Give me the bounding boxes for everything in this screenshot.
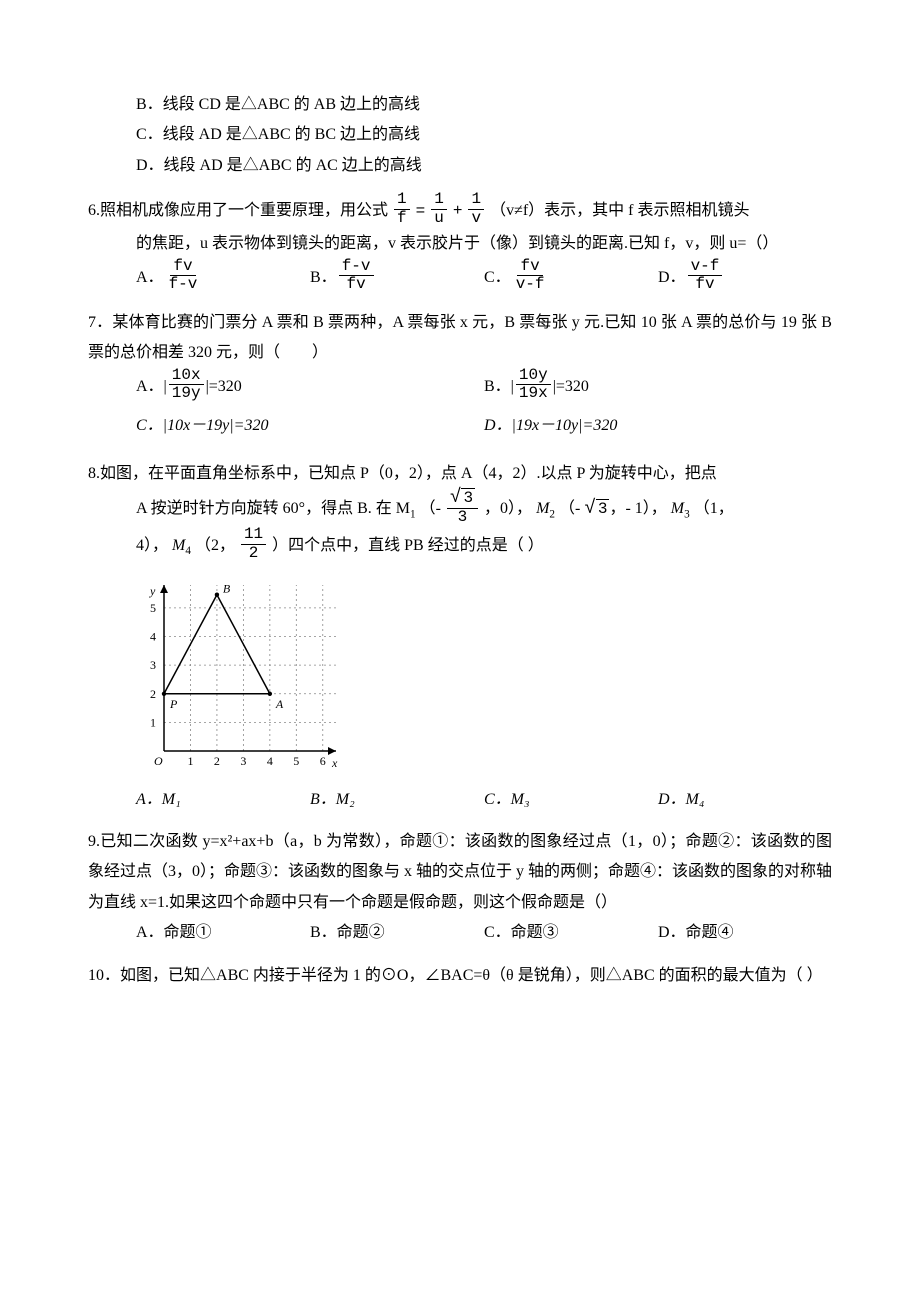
q6-stem-line2: 的焦距，u 表示物体到镜头的距离，v 表示胶片于（像）到镜头的距离.已知 f，v… bbox=[88, 229, 832, 259]
q8-opt-d: D．M₄ bbox=[658, 785, 832, 815]
q8-num: 8. bbox=[88, 465, 100, 482]
q7-opt-b: B．| 10y19x |=320 bbox=[484, 369, 832, 405]
q7-stem-wrap: 7．某体育比赛的门票分 A 票和 B 票两种，A 票每张 x 元，B 票每张 y… bbox=[88, 308, 832, 369]
svg-text:4: 4 bbox=[150, 629, 156, 643]
q9: 9.已知二次函数 y=x²+ax+b（a，b 为常数），命题①：该函数的图象经过… bbox=[88, 827, 832, 949]
q8-options: A．M₁ B．M₂ C．M₃ D．M₄ bbox=[88, 785, 832, 815]
q6-opt-d: D． v-ffv bbox=[658, 260, 832, 296]
q7-num: 7． bbox=[88, 314, 112, 331]
q8: 8.如图，在平面直角坐标系中，已知点 P（0，2），点 A（4，2）.以点 P … bbox=[88, 459, 832, 815]
svg-text:4: 4 bbox=[267, 754, 273, 768]
q6-frac-lhs: 1f bbox=[394, 191, 410, 227]
svg-text:x: x bbox=[331, 756, 338, 770]
q6: 6.照相机成像应用了一个重要原理，用公式 1f = 1u + 1v （v≠f）表… bbox=[88, 193, 832, 296]
svg-text:A: A bbox=[275, 696, 284, 710]
svg-text:5: 5 bbox=[150, 601, 156, 615]
q9-opt-d: D．命题④ bbox=[658, 918, 832, 948]
svg-text:1: 1 bbox=[150, 715, 156, 729]
q9-options: A．命题① B．命题② C．命题③ D．命题④ bbox=[88, 918, 832, 948]
q6-frac-t1: 1u bbox=[431, 191, 447, 227]
q9-opt-a: A．命题① bbox=[136, 918, 310, 948]
q9-opt-c: C．命题③ bbox=[484, 918, 658, 948]
q5-opt-b: B．线段 CD 是△ABC 的 AB 边上的高线 bbox=[88, 90, 832, 120]
svg-text:3: 3 bbox=[150, 658, 156, 672]
q5-options: B．线段 CD 是△ABC 的 AB 边上的高线 C．线段 AD 是△ABC 的… bbox=[88, 90, 832, 181]
q10: 10．如图，已知△ABC 内接于半径为 1 的⊙O，∠BAC=θ（θ 是锐角），… bbox=[88, 961, 832, 991]
svg-text:B: B bbox=[223, 581, 231, 595]
q5-opt-d-text: D．线段 AD 是△ABC 的 AC 边上的高线 bbox=[136, 157, 422, 174]
q5-opt-b-text: B．线段 CD 是△ABC 的 AB 边上的高线 bbox=[136, 96, 420, 113]
q5-opt-c-text: C．线段 AD 是△ABC 的 BC 边上的高线 bbox=[136, 126, 420, 143]
q8-opt-a: A．M₁ bbox=[136, 785, 310, 815]
svg-text:O: O bbox=[154, 754, 163, 768]
q6-opt-a: A． fvf-v bbox=[136, 260, 310, 296]
q7: 7．某体育比赛的门票分 A 票和 B 票两种，A 票每张 x 元，B 票每张 y… bbox=[88, 308, 832, 447]
svg-text:1: 1 bbox=[187, 754, 193, 768]
q9-stem: 已知二次函数 y=x²+ax+b（a，b 为常数），命题①：该函数的图象经过点（… bbox=[88, 833, 832, 911]
q6-options: A． fvf-v B． f-vfv C． fvv-f D． v-ffv bbox=[88, 260, 832, 296]
q6-stem-line1: 6.照相机成像应用了一个重要原理，用公式 1f = 1u + 1v （v≠f）表… bbox=[88, 193, 832, 229]
q8-stem-line2: A 按逆时针方向旋转 60°，得点 B. 在 M1 （- √33 ，0）， M2… bbox=[88, 490, 832, 529]
q10-stem: 如图，已知△ABC 内接于半径为 1 的⊙O，∠BAC=θ（θ 是锐角），则△A… bbox=[120, 967, 823, 984]
q5-opt-c: C．线段 AD 是△ABC 的 BC 边上的高线 bbox=[88, 120, 832, 150]
q8-opt-c: C．M₃ bbox=[484, 785, 658, 815]
svg-text:y: y bbox=[149, 584, 156, 598]
svg-text:6: 6 bbox=[320, 754, 326, 768]
q6-opt-b: B． f-vfv bbox=[310, 260, 484, 296]
q6-opt-c: C． fvv-f bbox=[484, 260, 658, 296]
svg-text:5: 5 bbox=[293, 754, 299, 768]
svg-text:2: 2 bbox=[214, 754, 220, 768]
q5-opt-d: D．线段 AD 是△ABC 的 AC 边上的高线 bbox=[88, 151, 832, 181]
q6-num: 6. bbox=[88, 202, 100, 219]
svg-text:3: 3 bbox=[240, 754, 246, 768]
q9-num: 9. bbox=[88, 833, 100, 850]
q8-coord-svg: 1 2 3 4 5 6 1 2 3 4 5 Ox y P A B bbox=[136, 575, 346, 775]
q8-chart: 1 2 3 4 5 6 1 2 3 4 5 Ox y P A B bbox=[88, 575, 832, 775]
q8-stem-line3: 4）， M4 （2， 112 ）四个点中，直线 PB 经过的点是（ ） bbox=[88, 528, 832, 564]
q10-stem-wrap: 10．如图，已知△ABC 内接于半径为 1 的⊙O，∠BAC=θ（θ 是锐角），… bbox=[88, 961, 832, 991]
q7-opt-a: A．| 10x19y |=320 bbox=[136, 369, 484, 405]
q7-stem: 某体育比赛的门票分 A 票和 B 票两种，A 票每张 x 元，B 票每张 y 元… bbox=[88, 314, 832, 361]
q6-stem-a: 照相机成像应用了一个重要原理，用公式 bbox=[100, 202, 388, 219]
svg-text:2: 2 bbox=[150, 686, 156, 700]
q10-num: 10． bbox=[88, 967, 120, 984]
q7-opt-c: C．|10x－19y|=320 bbox=[136, 411, 484, 441]
q9-opt-b: B．命题② bbox=[310, 918, 484, 948]
q9-stem-wrap: 9.已知二次函数 y=x²+ax+b（a，b 为常数），命题①：该函数的图象经过… bbox=[88, 827, 832, 918]
q6-plus: + bbox=[453, 202, 463, 220]
q6-eq: = bbox=[416, 202, 426, 220]
q7-opt-d: D．|19x－10y|=320 bbox=[484, 411, 832, 441]
q7-options: A．| 10x19y |=320 B．| 10y19x |=320 C．|10x… bbox=[88, 369, 832, 448]
q6-stem-b: （v≠f）表示，其中 f 表示照相机镜头 bbox=[490, 202, 749, 219]
q8-opt-b: B．M₂ bbox=[310, 785, 484, 815]
svg-text:P: P bbox=[169, 696, 178, 710]
q6-frac-t2: 1v bbox=[468, 191, 484, 227]
